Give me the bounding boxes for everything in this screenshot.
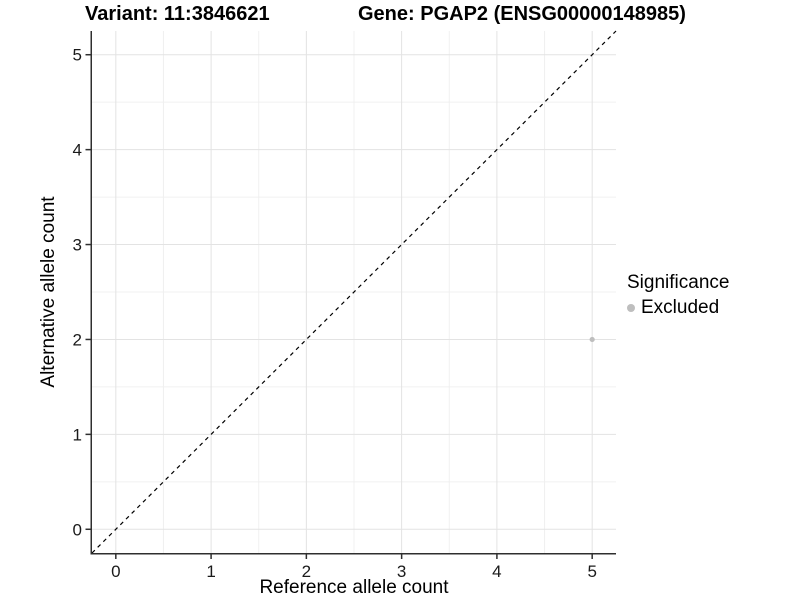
y-tick-label: 4 — [73, 141, 82, 160]
legend-item-excluded: Excluded — [627, 297, 729, 319]
legend: Significance Excluded — [627, 272, 729, 319]
y-tick-label: 2 — [73, 330, 82, 349]
x-tick-label: 3 — [397, 562, 406, 581]
legend-item-label: Excluded — [641, 297, 720, 318]
data-point — [589, 336, 595, 343]
plot-title-variant: Variant: 11:3846621 — [85, 3, 270, 25]
y-tick-label: 1 — [73, 425, 82, 444]
plot-title-gene: Gene: PGAP2 (ENSG00000148985) — [358, 3, 686, 25]
y-tick-label: 5 — [73, 46, 82, 65]
identity-dashed-line — [91, 30, 617, 554]
x-tick-label: 4 — [492, 562, 501, 581]
x-tick-label: 5 — [587, 562, 596, 581]
legend-point-icon — [627, 304, 635, 312]
x-axis-title: Reference allele count — [259, 577, 449, 598]
y-axis-title: Alternative allele count — [38, 196, 59, 388]
x-tick-label: 2 — [302, 562, 311, 581]
legend-title: Significance — [627, 272, 730, 293]
x-tick-label: 1 — [206, 562, 215, 581]
x-tick-label: 0 — [111, 562, 120, 581]
y-tick-label: 3 — [73, 236, 82, 255]
y-tick-label: 0 — [73, 520, 82, 539]
